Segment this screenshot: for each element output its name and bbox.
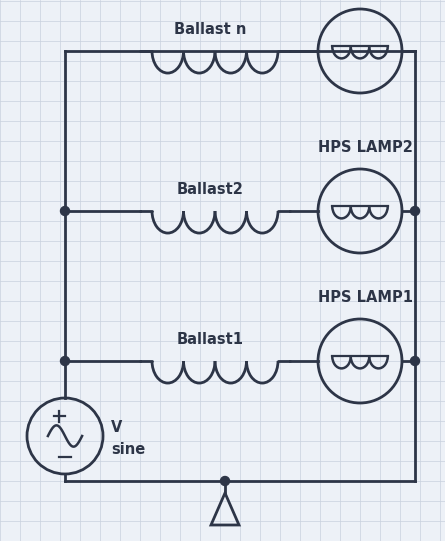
Circle shape [410, 207, 420, 215]
Text: sine: sine [111, 443, 145, 458]
Circle shape [410, 357, 420, 366]
Text: Ballast2: Ballast2 [177, 182, 243, 197]
Circle shape [61, 207, 69, 215]
Text: Ballast1: Ballast1 [177, 332, 243, 347]
Text: V: V [111, 420, 122, 436]
Text: HPS LAMP2: HPS LAMP2 [318, 140, 413, 155]
Text: HPS LAMP1: HPS LAMP1 [317, 290, 413, 305]
Circle shape [221, 477, 230, 485]
Text: Ballast n: Ballast n [174, 22, 246, 37]
Circle shape [61, 357, 69, 366]
